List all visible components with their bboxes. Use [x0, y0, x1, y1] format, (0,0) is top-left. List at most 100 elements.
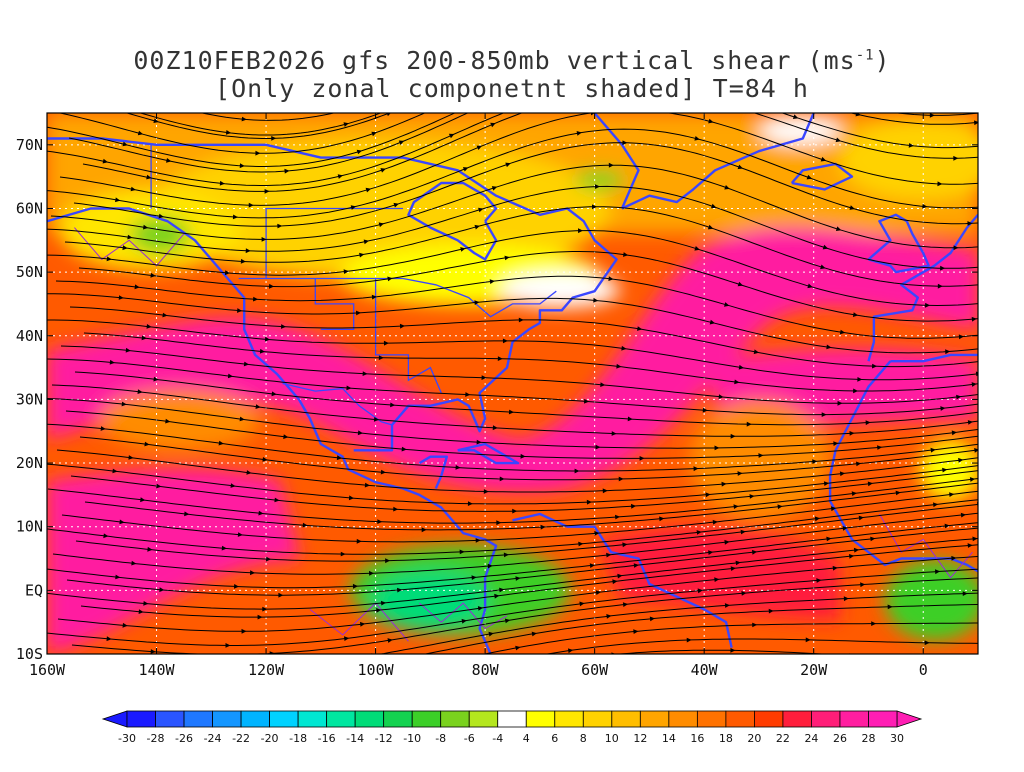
coastline — [867, 213, 930, 274]
streamline-arrow — [336, 455, 342, 461]
streamline-arrow — [853, 388, 859, 394]
streamline-arrow — [356, 149, 363, 155]
coastline — [593, 113, 640, 209]
streamline-arrow — [605, 90, 610, 95]
streamline-arrow — [112, 468, 118, 474]
streamline-arrow — [474, 224, 480, 230]
streamline-arrow — [122, 622, 128, 628]
colorbar-swatch — [126, 710, 156, 728]
streamline-arrow — [476, 145, 482, 150]
streamline-arrow — [820, 264, 826, 270]
streamline-arrow — [608, 276, 614, 281]
colorbar-label: -8 — [435, 732, 446, 745]
streamline-arrow — [241, 116, 247, 122]
streamline-arrow — [225, 643, 231, 648]
lat-tick-label: 20N — [16, 454, 43, 472]
streamline — [47, 113, 978, 167]
streamline-arrow — [143, 224, 149, 230]
streamline-arrow — [967, 221, 973, 226]
streamline-arrow — [594, 49, 599, 54]
streamline-arrow — [119, 519, 125, 525]
colorbar-swatch — [811, 710, 841, 728]
coastline — [47, 207, 498, 654]
streamline-arrow — [219, 180, 225, 186]
streamline-arrow — [302, 522, 308, 528]
colorbar-swatch — [155, 710, 185, 728]
streamline-arrow — [622, 542, 628, 548]
streamline-arrow — [399, 670, 404, 675]
streamline-arrow — [730, 648, 736, 653]
streamline-arrow — [243, 361, 249, 367]
streamline-arrow — [499, 587, 505, 593]
streamline-arrow — [623, 252, 629, 257]
streamline-arrow — [858, 515, 864, 521]
lon-tick-label: 0 — [919, 661, 928, 679]
shear-contour — [309, 602, 409, 642]
streamline-arrow — [262, 457, 268, 462]
streamline-arrow — [963, 70, 968, 75]
streamline-arrow — [872, 363, 878, 369]
streamline-arrow — [584, 398, 590, 404]
streamline-arrow — [631, 503, 637, 509]
streamline — [70, 470, 978, 512]
streamline-arrow — [239, 163, 245, 169]
streamline-arrow — [540, 524, 546, 530]
streamline-arrow — [109, 359, 115, 365]
streamline-arrow — [851, 491, 857, 496]
streamline-arrow — [968, 658, 973, 663]
streamline-arrow — [823, 481, 830, 486]
colorbar-label: 10 — [605, 732, 619, 745]
streamline-arrow — [618, 476, 624, 482]
streamline-arrow — [713, 51, 718, 56]
streamline-arrow — [218, 440, 224, 446]
lat-tick-label: 40N — [16, 327, 43, 345]
streamline-arrow — [481, 85, 487, 89]
map-frame — [46, 112, 979, 655]
streamline-arrow — [942, 467, 948, 473]
streamline-arrow — [269, 283, 275, 289]
streamline-arrow — [578, 228, 583, 234]
streamline-arrow — [494, 593, 500, 599]
colorbar-swatch — [754, 710, 784, 728]
lat-tick-label: 60N — [16, 199, 43, 217]
colorbar-label: -28 — [147, 732, 165, 745]
streamline-arrow — [261, 237, 267, 242]
streamline-arrow — [806, 174, 813, 180]
streamline-arrow — [860, 582, 866, 588]
streamline-arrow — [98, 698, 103, 703]
streamline-arrow — [867, 481, 873, 487]
streamline-arrow — [649, 616, 655, 622]
streamline — [47, 537, 978, 610]
streamline — [69, 306, 978, 368]
streamline-arrow — [106, 636, 112, 642]
streamline-arrow — [128, 455, 134, 460]
colorbar-label: 6 — [551, 732, 558, 745]
streamline-arrow — [843, 596, 849, 602]
streamline-arrow — [714, 577, 720, 582]
streamline-arrow — [929, 113, 935, 118]
streamline-arrow — [241, 628, 247, 634]
streamline-arrow — [606, 552, 612, 558]
lon-tick-label: 60W — [581, 661, 609, 679]
streamline-arrow — [491, 186, 498, 191]
colorbar-label: 18 — [719, 732, 733, 745]
streamline-arrow — [371, 131, 377, 137]
streamline-arrow — [356, 538, 362, 544]
streamline-arrow — [826, 536, 832, 542]
streamline-arrow — [150, 649, 156, 654]
streamline-arrow — [853, 547, 860, 553]
streamline-arrow — [610, 33, 615, 38]
streamline-arrow — [335, 696, 340, 701]
streamline-arrow — [574, 468, 580, 474]
streamline-arrow — [137, 389, 143, 394]
streamline-arrow — [895, 490, 901, 496]
streamline-arrow — [684, 30, 689, 35]
streamline — [59, 113, 978, 206]
colorbar-label: 20 — [747, 732, 761, 745]
coastline — [867, 214, 978, 362]
streamline-arrow — [103, 533, 109, 539]
shear-contour — [74, 227, 185, 267]
streamline-arrow — [357, 430, 363, 436]
streamline-arrow — [469, 59, 475, 63]
streamline-arrow — [398, 140, 405, 145]
